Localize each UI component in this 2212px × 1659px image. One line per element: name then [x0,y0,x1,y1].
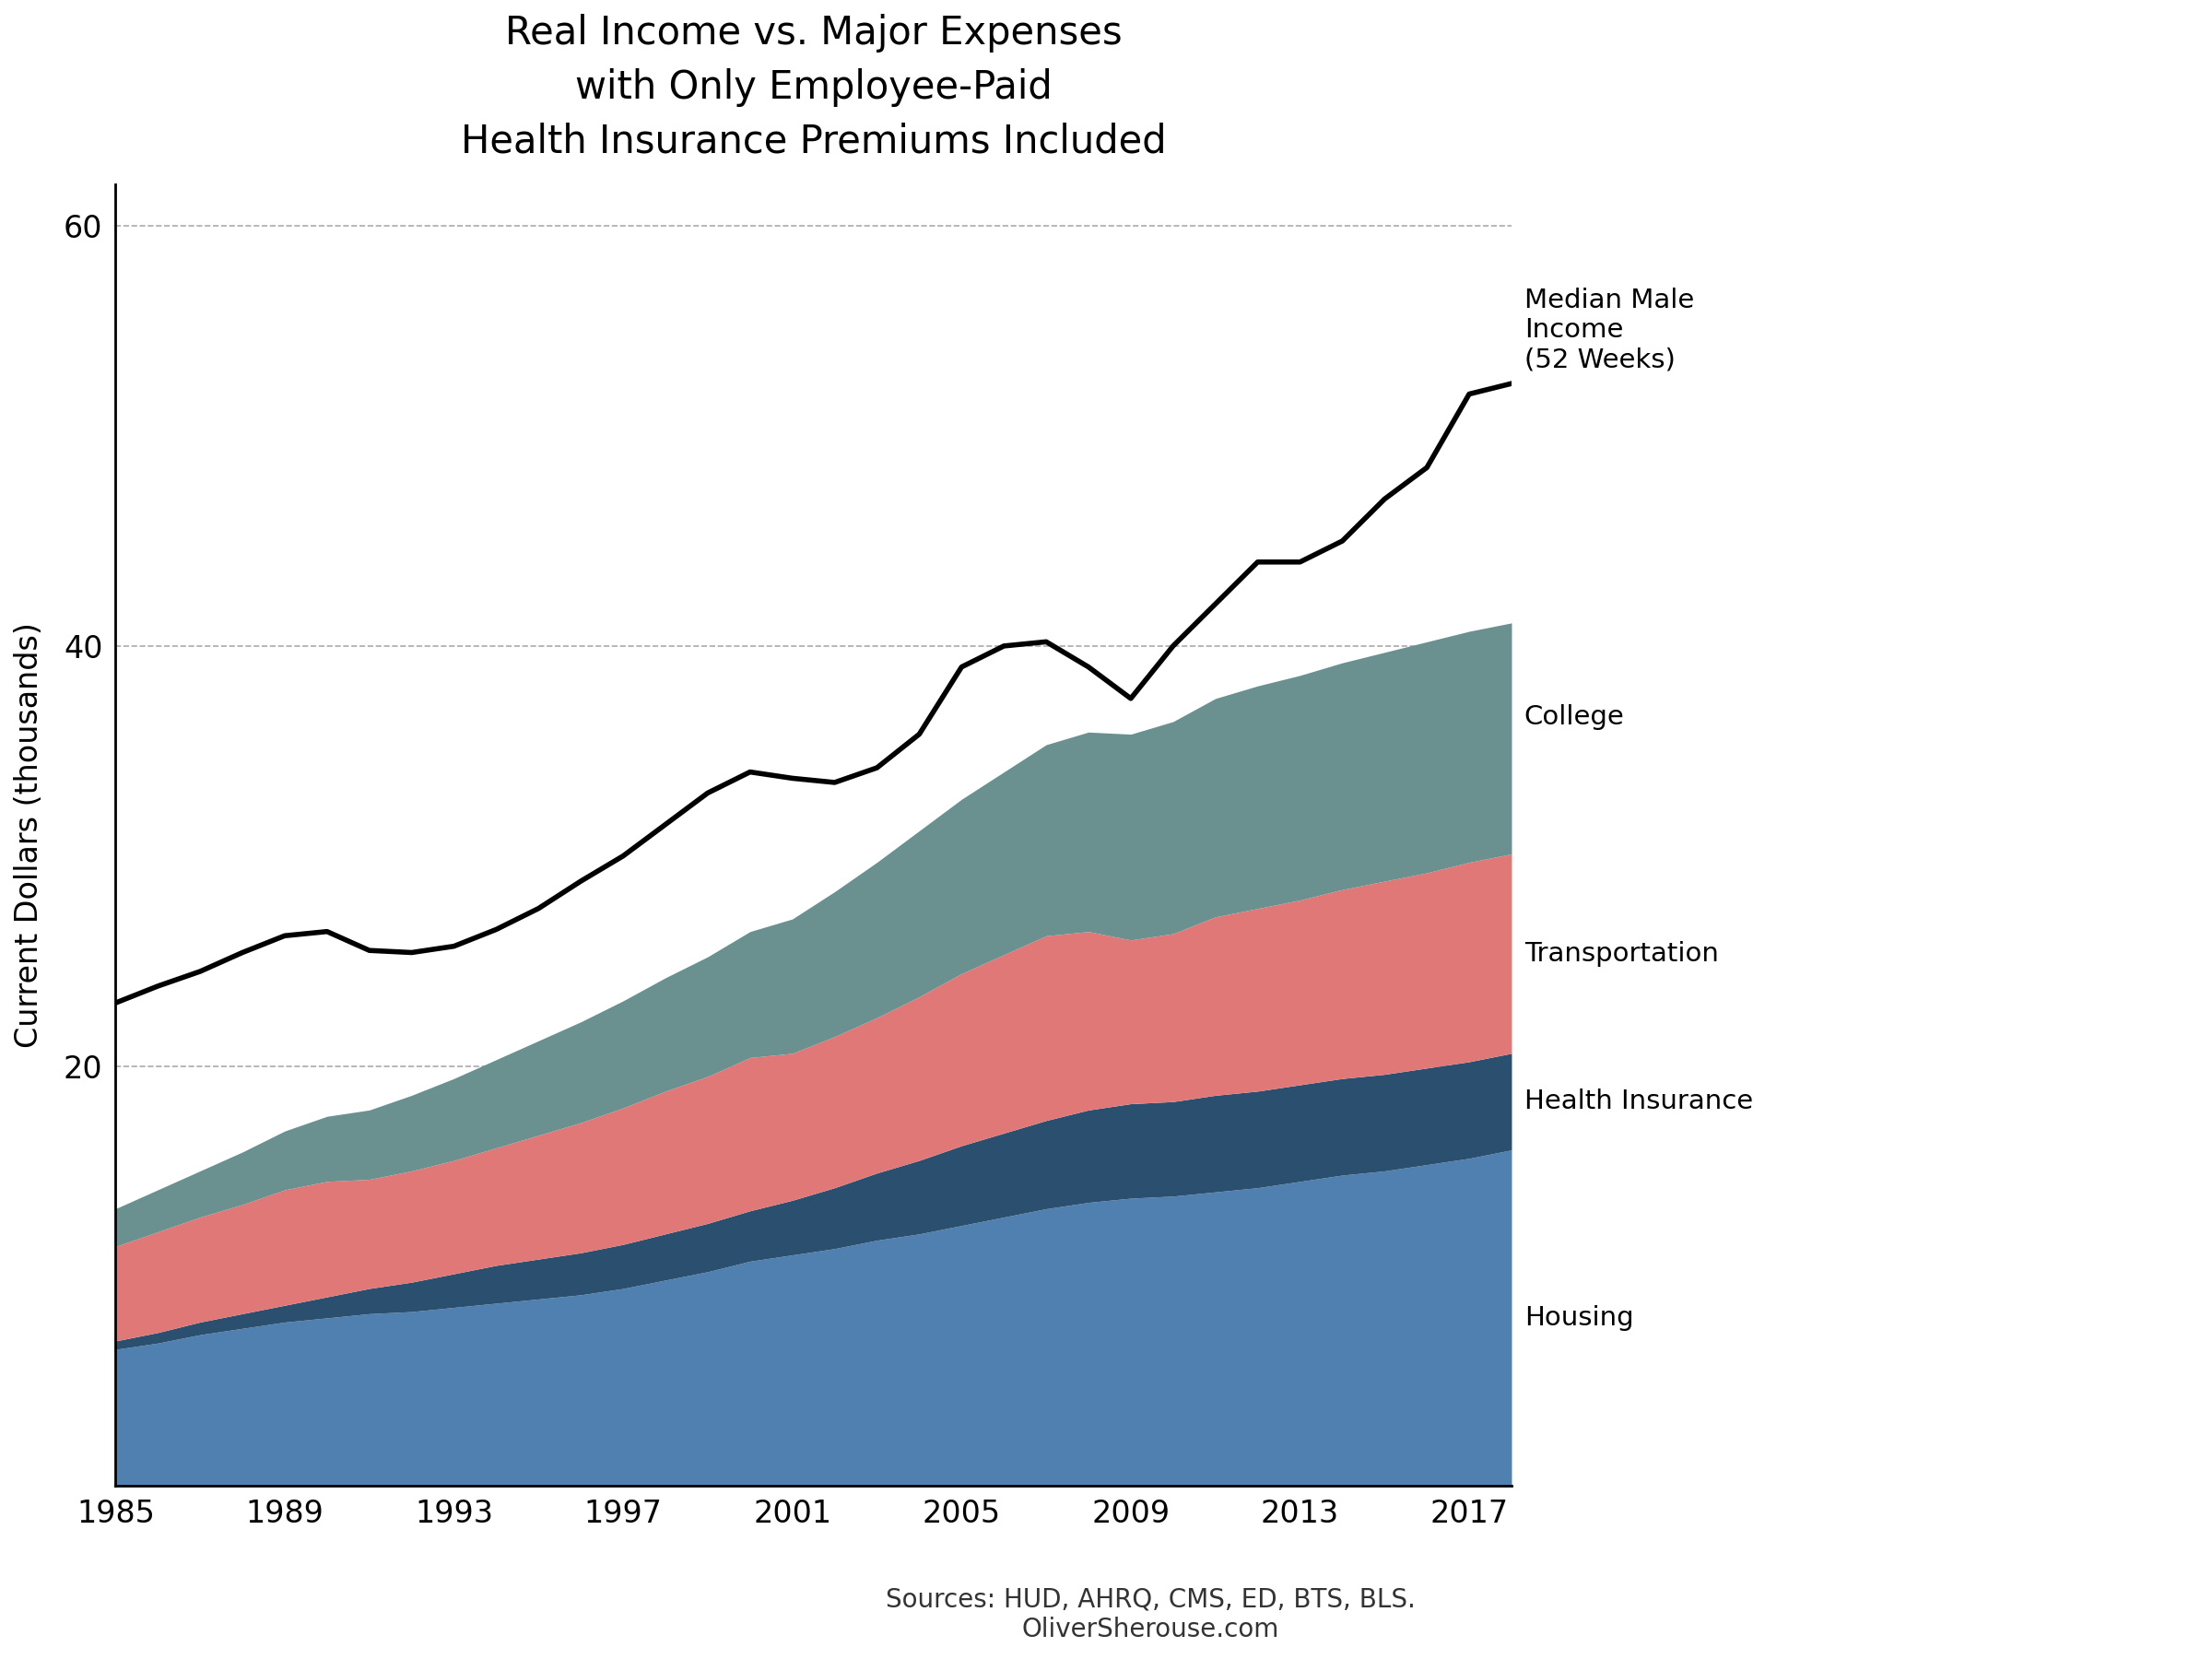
Text: Median Male
Income
(52 Weeks): Median Male Income (52 Weeks) [1524,287,1694,373]
Title: Real Income vs. Major Expenses
with Only Employee-Paid
Health Insurance Premiums: Real Income vs. Major Expenses with Only… [460,13,1166,161]
Text: Sources: HUD, AHRQ, CMS, ED, BTS, BLS.
OliverSherouse.com: Sources: HUD, AHRQ, CMS, ED, BTS, BLS. O… [885,1586,1416,1642]
Text: College: College [1524,705,1624,730]
Y-axis label: Current Dollars (thousands): Current Dollars (thousands) [13,622,44,1048]
Text: Housing: Housing [1524,1306,1632,1331]
Text: Transportation: Transportation [1524,941,1719,967]
Text: Health Insurance: Health Insurance [1524,1088,1752,1115]
